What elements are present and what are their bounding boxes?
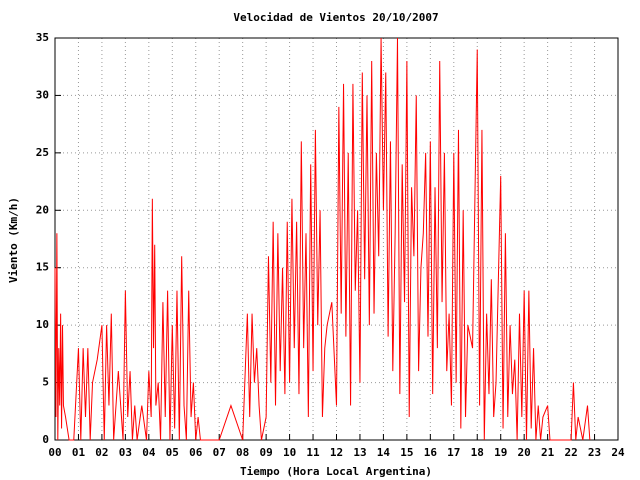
x-tick-label: 23: [588, 446, 601, 459]
y-axis-label: Viento (Km/h): [7, 197, 20, 283]
x-tick-label: 05: [166, 446, 179, 459]
x-tick-label: 04: [142, 446, 156, 459]
x-tick-label: 17: [447, 446, 460, 459]
x-tick-label: 06: [189, 446, 203, 459]
x-tick-label: 16: [424, 446, 438, 459]
x-tick-label: 03: [119, 446, 132, 459]
x-tick-label: 02: [95, 446, 108, 459]
x-tick-label: 08: [236, 446, 249, 459]
x-tick-label: 22: [564, 446, 577, 459]
y-tick-label: 30: [36, 88, 49, 101]
x-tick-label: 11: [306, 446, 320, 459]
x-tick-label: 07: [213, 446, 226, 459]
x-tick-label: 10: [283, 446, 296, 459]
y-tick-label: 25: [36, 146, 49, 159]
x-tick-label: 09: [260, 446, 273, 459]
x-tick-label: 21: [541, 446, 555, 459]
x-tick-label: 20: [518, 446, 531, 459]
x-tick-label: 00: [48, 446, 61, 459]
data-line: [54, 37, 591, 441]
x-tick-label: 18: [471, 446, 484, 459]
x-tick-label: 01: [72, 446, 86, 459]
y-tick-label: 0: [42, 433, 49, 446]
x-tick-label: 12: [330, 446, 343, 459]
y-tick-label: 15: [36, 261, 49, 274]
x-tick-label: 15: [400, 446, 413, 459]
x-tick-label: 19: [494, 446, 507, 459]
x-tick-label: 13: [353, 446, 366, 459]
y-tick-label: 10: [36, 318, 49, 331]
x-tick-label: 24: [611, 446, 625, 459]
y-tick-label: 5: [42, 376, 49, 389]
x-axis-label: Tiempo (Hora Local Argentina): [240, 465, 432, 478]
y-tick-label: 20: [36, 203, 49, 216]
y-tick-label: 35: [36, 31, 49, 44]
x-tick-label: 14: [377, 446, 391, 459]
plot-frame: [54, 37, 619, 441]
chart-title: Velocidad de Vientos 20/10/2007: [233, 11, 438, 24]
